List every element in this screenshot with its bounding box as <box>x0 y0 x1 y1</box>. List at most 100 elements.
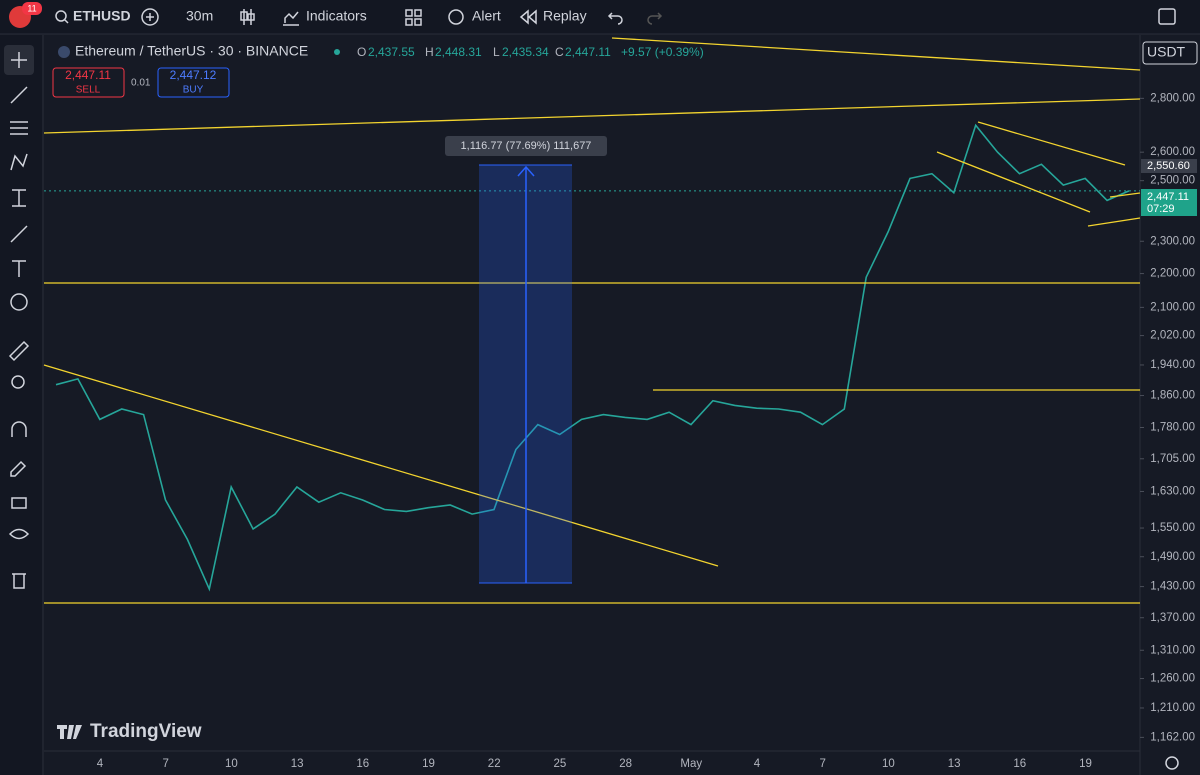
last-price: 2,447.11 <box>1147 191 1189 203</box>
y-tick-label: 1,860.00 <box>1150 390 1195 402</box>
price-tag-box <box>1141 159 1197 173</box>
indicators-icon[interactable] <box>283 11 299 26</box>
undo[interactable] <box>607 12 623 25</box>
y-tick-label: 1,705.00 <box>1150 453 1195 465</box>
y-tick-label: 1,780.00 <box>1150 422 1195 434</box>
y-tick-label: 2,800.00 <box>1150 92 1195 104</box>
y-tick-label: 1,940.00 <box>1150 359 1195 371</box>
redo[interactable] <box>647 12 663 25</box>
y-tick-label: 2,600.00 <box>1150 146 1195 158</box>
x-tick-label: 22 <box>488 758 501 770</box>
alert-icon[interactable] <box>448 9 464 25</box>
left-toolbar <box>0 35 42 775</box>
trendline <box>43 98 1141 134</box>
brush-tool[interactable] <box>10 225 28 243</box>
top-toolbar <box>0 0 1200 34</box>
pattern-tool[interactable] <box>10 153 28 171</box>
projection-tool[interactable] <box>12 189 26 207</box>
y-tick-label: 1,370.00 <box>1150 612 1195 624</box>
text-tool[interactable] <box>12 260 26 277</box>
indicators[interactable]: Indicators <box>306 8 367 24</box>
y-tick-label: 1,162.00 <box>1150 731 1195 743</box>
change: +9.57 (+0.39%) <box>621 45 704 59</box>
fullscreen[interactable] <box>1158 8 1176 25</box>
layouts[interactable] <box>405 9 422 26</box>
high-value: 2,448.31 <box>435 45 482 59</box>
currency-select[interactable] <box>1142 41 1198 65</box>
add-symbol[interactable] <box>141 8 159 26</box>
visibility-tool[interactable] <box>8 528 30 540</box>
last-price-box <box>1141 189 1197 216</box>
fib-tool[interactable] <box>10 121 28 135</box>
emoji-tool[interactable] <box>10 293 28 311</box>
replay-icon[interactable] <box>519 9 537 25</box>
high-label: H <box>425 45 434 59</box>
currency[interactable]: USDT <box>1147 44 1186 60</box>
replay[interactable]: Replay <box>543 8 587 24</box>
search-icon[interactable] <box>55 10 67 22</box>
x-tick-label: 10 <box>225 758 238 770</box>
lock-tool[interactable] <box>11 497 27 509</box>
measure-label-box <box>445 136 607 156</box>
y-tick-label: 1,260.00 <box>1150 673 1195 685</box>
drawings: 1,116.77 (77.69%) 111,677 <box>43 37 1141 604</box>
sell-button[interactable] <box>52 67 125 98</box>
close-value: 2,447.11 <box>565 45 611 59</box>
open-value: 2,437.55 <box>368 45 415 59</box>
y-tick-label: 1,310.00 <box>1150 644 1195 656</box>
low-value: 2,435.34 <box>502 45 549 59</box>
x-tick-label: 13 <box>291 758 304 770</box>
chart-type[interactable] <box>240 9 255 25</box>
close-label: C <box>555 45 564 59</box>
sell-label[interactable]: SELL <box>76 85 101 96</box>
symbol-description: Ethereum / TetherUS · 30 · BINANCE <box>75 43 308 59</box>
symbol[interactable]: ETHUSD <box>73 8 131 24</box>
x-tick-label: 19 <box>422 758 435 770</box>
brand-logo <box>57 725 82 739</box>
x-tick-label: 7 <box>819 758 825 770</box>
y-tick-label: 2,200.00 <box>1150 268 1195 280</box>
trendline-tool[interactable] <box>10 86 28 104</box>
measure-tool[interactable] <box>8 340 30 362</box>
zoom-tool[interactable] <box>11 375 25 389</box>
x-tick-label: 10 <box>882 758 895 770</box>
settings[interactable] <box>1165 756 1179 770</box>
channel-line <box>1109 192 1141 198</box>
y-tick-label: 1,210.00 <box>1150 702 1195 714</box>
crosshair-tool <box>11 52 27 68</box>
y-tick-label: 2,500.00 <box>1150 175 1195 187</box>
interval[interactable]: 30m <box>186 8 213 24</box>
x-tick-label: 4 <box>754 758 761 770</box>
y-tick-label: 1,550.00 <box>1150 522 1195 534</box>
buy-price[interactable]: 2,447.12 <box>170 68 217 82</box>
low-label: L <box>493 45 500 59</box>
market-status <box>334 49 340 55</box>
y-tick-label: 1,430.00 <box>1150 581 1195 593</box>
x-tick-label: 13 <box>948 758 961 770</box>
sell-price[interactable]: 2,447.11 <box>65 68 111 82</box>
y-tick-label: 2,100.00 <box>1150 301 1195 313</box>
magnet-tool[interactable] <box>11 421 27 437</box>
channel-line <box>1087 217 1141 227</box>
buy-label[interactable]: BUY <box>183 85 204 96</box>
x-tick-label: 7 <box>162 758 168 770</box>
measure-arrowhead <box>517 165 535 177</box>
plot-area: 2,800.00 2,600.00 2,500.00 2,300.00 2,200.00… <box>44 92 1195 770</box>
add-symbol-icon <box>146 13 154 21</box>
drawing-mode[interactable] <box>10 460 27 477</box>
delete-tool[interactable] <box>12 573 26 589</box>
badge-count: 11 <box>27 3 36 13</box>
price-tag: 2,550.60 <box>1147 160 1190 172</box>
brand-name: TradingView <box>90 721 202 742</box>
price-line <box>55 123 1130 592</box>
x-tick-label: 25 <box>554 758 567 770</box>
open-label: O <box>357 45 366 59</box>
trendline <box>611 37 1141 71</box>
x-tick-label: 16 <box>1013 758 1026 770</box>
x-tick-label: May <box>680 758 702 770</box>
channel-line <box>936 151 1091 213</box>
x-tick-label: 16 <box>356 758 369 770</box>
buy-button[interactable] <box>157 67 230 98</box>
alert[interactable]: Alert <box>472 8 501 24</box>
